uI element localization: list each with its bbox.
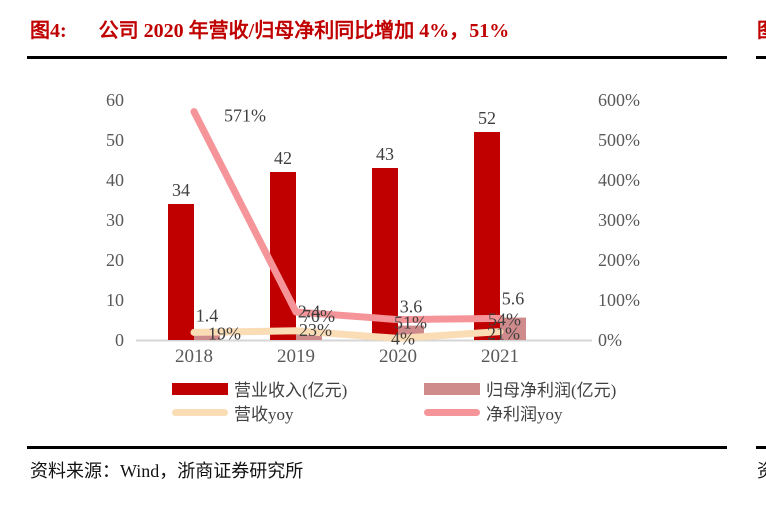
- bar-revenue-2021: [474, 132, 500, 340]
- legend-item-net-profit: 归母净利润(亿元): [424, 376, 616, 401]
- data-label-net-profit: 1.4: [196, 305, 219, 325]
- data-label-revenue: 52: [478, 108, 496, 128]
- revenue-yoy-line-swatch: [172, 409, 228, 416]
- left-axis-tick-label: 20: [106, 250, 124, 270]
- legend-item-revenue: 营业收入(亿元): [172, 376, 347, 401]
- right-axis-tick-label: 200%: [598, 250, 640, 270]
- figure-caption: 公司 2020 年营收/归母净利同比增加 4%，51%: [98, 20, 510, 42]
- data-label-net-profit: 2.4: [298, 301, 321, 321]
- line-revenue-yoy: [190, 327, 504, 342]
- bar-net-profit-2018: [194, 334, 220, 340]
- data-label-revenue: 42: [274, 148, 292, 168]
- footer-rule: [27, 446, 727, 449]
- right-axis-tick-label: 400%: [598, 170, 640, 190]
- combo-chart: 01020304050600%100%200%300%400%500%600%2…: [106, 90, 640, 367]
- left-axis-tick-label: 40: [106, 170, 124, 190]
- x-axis-category-label: 2018: [175, 346, 213, 367]
- bar-revenue-2020: [372, 168, 398, 340]
- data-label-net-profit-yoy: 571%: [224, 106, 266, 126]
- chart-area: 0 10 20 30 40 50 60 0% 100% 200% 300% 400% 500% 600% 2…: [106, 90, 640, 367]
- title-rule-fragment: [756, 56, 766, 59]
- data-label-revenue-yoy: 19%: [208, 323, 241, 343]
- net-profit-yoy-line-swatch: [424, 409, 480, 416]
- next-column-figure-fragment: 图: [757, 14, 766, 43]
- figure-title: 图4: 公司 2020 年营收/归母净利同比增加 4%，51%: [30, 14, 509, 43]
- data-label-net-profit: 3.6: [400, 297, 423, 317]
- title-rule: [27, 56, 727, 59]
- footer-rule-fragment: [756, 446, 766, 449]
- data-label-net-profit-yoy: 54%: [488, 309, 521, 329]
- legend-item-revenue-yoy: 营收yoy: [172, 400, 294, 425]
- chart-legend: 营业收入(亿元) 归母净利润(亿元) 营收yoy 净利润yoy: [0, 372, 766, 428]
- data-label-net-profit-yoy: 51%: [394, 313, 427, 333]
- line-net-profit-yoy: [190, 108, 504, 324]
- x-axis-category-label: 2019: [277, 346, 315, 367]
- right-axis-tick-label: 0%: [598, 330, 622, 350]
- x-axis-category-label: 2020: [379, 346, 417, 367]
- left-axis-tick-label: 10: [106, 290, 124, 310]
- revenue-bar-swatch: [172, 382, 228, 395]
- data-label-revenue: 34: [172, 180, 190, 200]
- right-axis-tick-label: 600%: [598, 90, 640, 110]
- net-profit-bar-swatch: [424, 382, 480, 395]
- legend-label-revenue-yoy: 营收yoy: [234, 405, 294, 424]
- next-column-source-fragment: 资: [757, 457, 766, 483]
- data-label-revenue-yoy: 21%: [487, 324, 520, 344]
- bar-revenue-2019: [270, 172, 296, 340]
- data-label-net-profit-yoy: 70%: [302, 306, 335, 326]
- bar-net-profit-2021: [500, 317, 526, 340]
- legend-item-net-profit-yoy: 净利润yoy: [424, 400, 563, 425]
- legend-label-net-profit-yoy: 净利润yoy: [486, 405, 563, 424]
- data-label-revenue: 43: [376, 144, 394, 164]
- legend-label-net-profit: 归母净利润(亿元): [486, 381, 617, 400]
- figure-number-label: 图4:: [30, 20, 67, 42]
- data-source-note: 资料来源：Wind，浙商证券研究所: [30, 461, 304, 481]
- data-label-revenue-yoy: 4%: [391, 328, 415, 348]
- right-axis-tick-label: 300%: [598, 210, 640, 230]
- left-axis-tick-label: 50: [106, 130, 124, 150]
- x-axis-category-label: 2021: [481, 346, 519, 367]
- left-axis-tick-label: 0: [115, 330, 124, 350]
- right-axis-tick-label: 100%: [598, 290, 640, 310]
- data-label-net-profit: 5.6: [502, 289, 525, 309]
- legend-label-revenue: 营业收入(亿元): [234, 381, 348, 400]
- right-axis-tick-label: 500%: [598, 130, 640, 150]
- left-axis-tick-label: 60: [106, 90, 124, 110]
- left-axis-tick-label: 30: [106, 210, 124, 230]
- data-label-revenue-yoy: 23%: [299, 320, 332, 340]
- bar-revenue-2018: [168, 204, 194, 340]
